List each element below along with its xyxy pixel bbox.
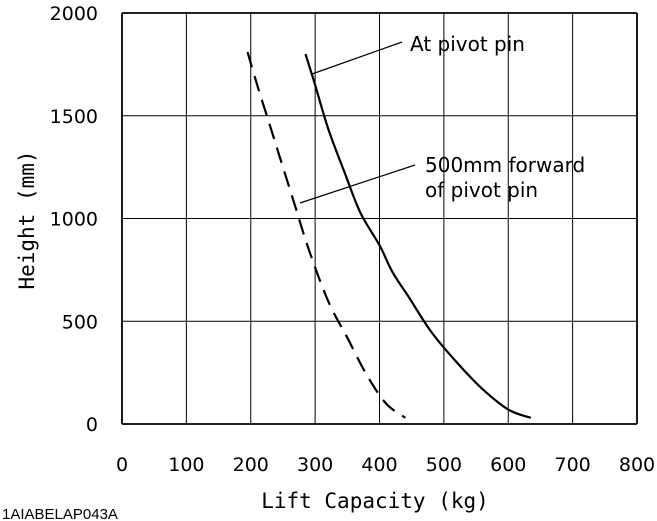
x-tick-label: 200 bbox=[233, 454, 269, 476]
figure-code: 1AIABELAP043A bbox=[2, 506, 118, 521]
x-tick-label: 0 bbox=[116, 454, 128, 476]
series-group bbox=[246, 51, 532, 419]
y-axis-label: Height (mm) bbox=[15, 150, 39, 289]
tick-labels: 0 100 200 300 400 500 600 700 800 0 500 1000 1500 200… bbox=[50, 3, 655, 476]
grid-lines bbox=[121, 12, 638, 425]
y-tick-label: 1000 bbox=[50, 209, 98, 231]
annotation-label: of pivot pin bbox=[425, 178, 538, 202]
x-tick-label: 300 bbox=[297, 454, 333, 476]
annotation-label: At pivot pin bbox=[410, 32, 525, 56]
y-tick-label: 500 bbox=[62, 311, 98, 333]
annotation-leader-line bbox=[299, 164, 416, 204]
x-tick-label: 400 bbox=[361, 454, 397, 476]
series-line-forward-500mm bbox=[246, 51, 406, 419]
x-tick-label: 600 bbox=[490, 454, 526, 476]
y-tick-label: 0 bbox=[86, 414, 98, 436]
x-axis-label: Lift Capacity (kg) bbox=[261, 489, 489, 513]
x-tick-label: 500 bbox=[426, 454, 462, 476]
annotation-label: 500mm forward bbox=[425, 153, 585, 177]
series-line-pivot-pin bbox=[304, 53, 532, 419]
annotation-leader-line bbox=[311, 41, 403, 75]
x-tick-label: 100 bbox=[168, 454, 204, 476]
y-tick-label: 2000 bbox=[50, 3, 98, 25]
x-tick-label: 700 bbox=[554, 454, 590, 476]
x-tick-label: 800 bbox=[619, 454, 655, 476]
y-tick-label: 1500 bbox=[50, 106, 98, 128]
